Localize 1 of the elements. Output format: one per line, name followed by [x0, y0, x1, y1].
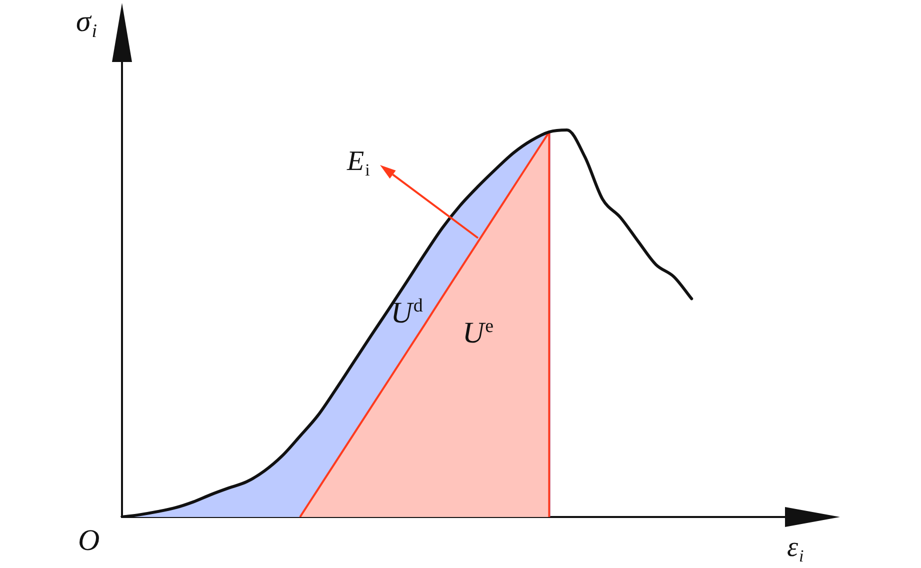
text: O	[78, 524, 100, 557]
